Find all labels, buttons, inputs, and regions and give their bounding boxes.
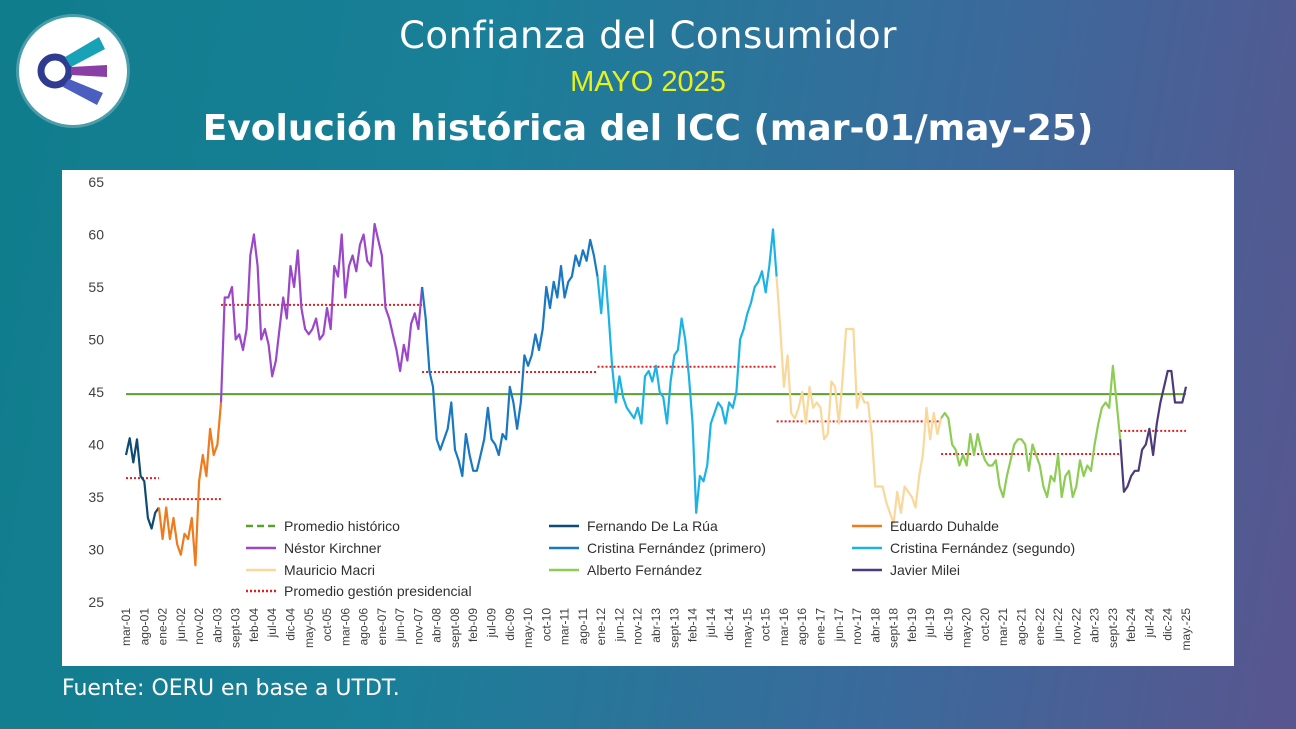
x-tick-label: nov-12 [631, 608, 645, 645]
x-tick-label: nov-17 [850, 608, 864, 645]
source-note: Fuente: OERU en base a UTDT. [62, 676, 400, 701]
x-tick-label: ago-11 [576, 608, 590, 645]
y-tick-label: 45 [88, 384, 104, 400]
x-tick-label: jul-19 [923, 608, 937, 639]
x-tick-label: jul-04 [265, 608, 279, 639]
x-tick-label: oct-15 [759, 608, 773, 642]
x-tick-label: jun-17 [832, 608, 846, 643]
x-tick-label: mar-21 [996, 608, 1010, 646]
x-tick-label: mar-16 [777, 608, 791, 646]
legend-label: Mauricio Macri [284, 562, 375, 578]
x-tick-label: abr-18 [868, 608, 882, 643]
x-tick-label: abr-23 [1088, 608, 1102, 643]
x-tick-label: ene-17 [813, 608, 827, 646]
legend-label: Fernando De La Rúa [587, 518, 718, 534]
x-tick-label: abr-03 [210, 608, 224, 643]
x-tick-label: feb-14 [686, 608, 700, 642]
series-line [219, 222, 424, 403]
series-line [940, 364, 1122, 499]
y-tick-label: 35 [88, 489, 104, 505]
x-tick-label: may-20 [960, 608, 974, 648]
series-line [124, 437, 160, 530]
x-tick-label: feb-24 [1124, 608, 1138, 642]
y-tick-label: 65 [88, 174, 104, 190]
x-tick-label: feb-19 [905, 608, 919, 642]
x-tick-label: ene-22 [1033, 608, 1047, 646]
series-line [421, 238, 599, 478]
x-tick-label: nov-02 [192, 608, 206, 645]
legend-label: Néstor Kirchner [284, 540, 382, 556]
oeru-logo-icon [37, 37, 107, 105]
x-tick-label: ene-07 [375, 608, 389, 646]
x-tick-label: nov-22 [1069, 608, 1083, 645]
icc-line-chart: 25 30 35 40 45 50 55 60 65 mar-01 ago-01 ene-02 jun-… [88, 174, 1193, 651]
x-tick-label: sept-18 [887, 608, 901, 648]
x-tick-label: ago-06 [357, 608, 371, 646]
x-tick-label: may.-25 [1179, 608, 1193, 651]
y-tick-label: 60 [88, 227, 104, 243]
legend-label: Promedio gestión presidencial [284, 583, 472, 599]
series-line [1119, 369, 1188, 493]
series-line [157, 402, 223, 567]
x-tick-label: oct-20 [978, 608, 992, 642]
legend-label: Cristina Fernández (segundo) [890, 540, 1075, 556]
x-tick-label: nov-07 [411, 608, 425, 645]
x-tick-label: may-15 [740, 608, 754, 648]
x-tick-label: dic-04 [283, 608, 297, 641]
legend-label: Javier Milei [890, 562, 960, 578]
x-tick-label: jun-07 [393, 608, 407, 643]
x-tick-label: jun-12 [612, 608, 626, 643]
x-tick-label: mar-11 [558, 608, 572, 645]
x-tick-label: jul-14 [704, 608, 718, 639]
x-tick-label: oct-10 [539, 608, 553, 642]
x-tick-label: mar-01 [119, 608, 133, 646]
y-tick-label: 50 [88, 332, 104, 348]
x-tick-label: may-05 [302, 608, 316, 648]
y-tick-label: 30 [88, 542, 104, 558]
page-title: Confianza del Consumidor [399, 14, 897, 57]
x-tick-label: mar-06 [338, 608, 352, 646]
x-tick-label: abr-13 [649, 608, 663, 643]
x-tick-label: dic-19 [941, 608, 955, 641]
x-tick-label: jul-24 [1142, 608, 1156, 639]
x-tick-label: ago-16 [795, 608, 809, 646]
x-tick-label: jun-22 [1051, 608, 1065, 643]
x-tick-label: ene-12 [594, 608, 608, 646]
legend-label: Cristina Fernández (primero) [587, 540, 766, 556]
y-tick-label: 25 [88, 594, 104, 610]
x-tick-label: sept-23 [1106, 608, 1120, 648]
x-tick-label: sept-08 [448, 608, 462, 648]
x-tick-label: sept-03 [229, 608, 243, 648]
x-tick-label: jun-02 [174, 608, 188, 643]
x-tick-label: ene-02 [156, 608, 170, 646]
x-tick-label: sept-13 [667, 608, 681, 648]
x-tick-label: jul-09 [485, 608, 499, 639]
y-tick-label: 55 [88, 279, 104, 295]
series-line [775, 276, 943, 525]
x-tick-label: feb-04 [247, 608, 261, 642]
x-tick-label: ago-01 [137, 608, 151, 646]
page-subtitle: MAYO 2025 [570, 66, 726, 98]
legend-label: Promedio histórico [284, 518, 400, 534]
y-tick-label: 40 [88, 437, 104, 453]
legend-label: Eduardo Duhalde [890, 518, 999, 534]
chart-panel: 25 30 35 40 45 50 55 60 65 mar-01 ago-01 ene-02 jun-… [62, 170, 1234, 666]
x-tick-label: abr-08 [430, 608, 444, 643]
oeru-logo [19, 17, 127, 125]
x-tick-label: oct-05 [320, 608, 334, 642]
x-tick-label: dic-14 [722, 608, 736, 641]
x-tick-label: dic-24 [1161, 608, 1175, 641]
x-tick-label: dic-09 [503, 608, 517, 641]
x-tick-label: ago-21 [1015, 608, 1029, 646]
x-tick-label: may-10 [521, 608, 535, 648]
series-line [596, 228, 778, 514]
legend-label: Alberto Fernández [587, 562, 702, 578]
chart-heading: Evolución histórica del ICC (mar-01/may-… [202, 108, 1094, 149]
x-tick-label: feb-09 [466, 608, 480, 642]
